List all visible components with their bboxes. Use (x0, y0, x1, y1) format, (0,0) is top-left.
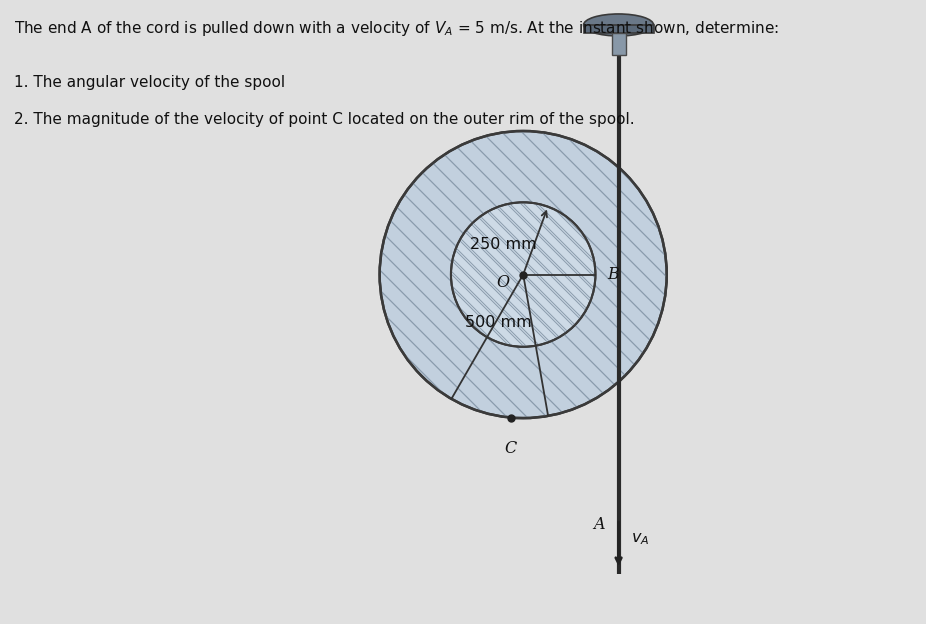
Text: $v_A$: $v_A$ (631, 531, 649, 547)
Text: 250 mm: 250 mm (469, 237, 536, 252)
Bar (583, 25, 654, 33)
Circle shape (451, 202, 595, 347)
Text: A: A (593, 515, 605, 533)
Text: 500 mm: 500 mm (465, 315, 532, 330)
Circle shape (380, 131, 667, 418)
Bar (611, 33, 626, 55)
Text: B: B (607, 266, 619, 283)
Text: O: O (496, 274, 509, 291)
Text: 2. The magnitude of the velocity of point C located on the outer rim of the spoo: 2. The magnitude of the velocity of poin… (14, 112, 634, 127)
Text: C: C (505, 439, 517, 457)
Text: The end A of the cord is pulled down with a velocity of $V_A$ = 5 m/s. At the in: The end A of the cord is pulled down wit… (14, 19, 779, 37)
Ellipse shape (583, 14, 654, 36)
Text: 1. The angular velocity of the spool: 1. The angular velocity of the spool (14, 75, 285, 90)
